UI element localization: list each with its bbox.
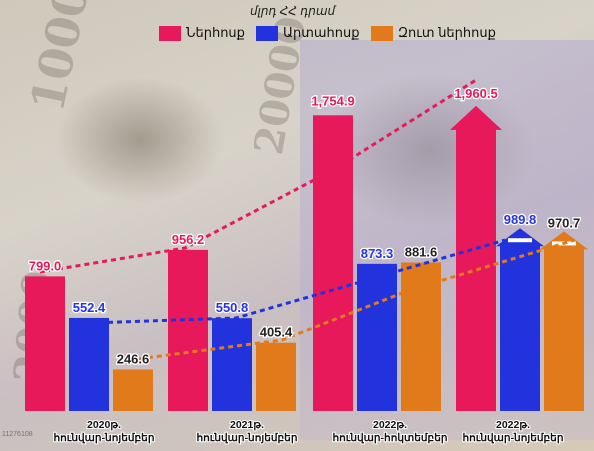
data-label-inflow: 1,754.9: [311, 93, 354, 108]
trend-line-outflow: [89, 238, 506, 325]
data-label-inflow: 799.0: [29, 258, 62, 273]
x-tick-label: 2020թ.: [87, 419, 121, 431]
watermark-id: 11276108: [2, 431, 33, 438]
bar-outflow: [212, 318, 252, 411]
bar-arrow-stripe-outflow: [508, 238, 532, 243]
x-tick-label: հունվար-նոյեմբեր: [197, 431, 298, 444]
legend-swatch-net-inflow: [371, 25, 393, 41]
data-label-outflow: 552.4: [73, 300, 106, 315]
x-tick-label: հունվար-հոկտեմբեր: [332, 431, 447, 444]
data-label-net-inflow: 970.7: [548, 215, 581, 230]
bar-arrow-outflow: [496, 228, 544, 247]
bar-outflow: [69, 317, 109, 411]
x-tick-label: հունվար-նոյեմբեր: [463, 431, 564, 444]
bar-net-inflow: [544, 247, 584, 411]
data-label-net-inflow: 246.6: [117, 351, 150, 366]
legend-label-outflow: Արտահոսք: [283, 25, 360, 40]
bar-inflow: [168, 249, 208, 411]
bar-outflow: [500, 244, 540, 411]
bar-inflow: [25, 276, 65, 411]
legend-item-net-inflow: Զուտ ներհոսք: [371, 24, 496, 42]
legend-label-net-inflow: Զուտ ներհոսք: [398, 25, 496, 40]
bar-inflow: [456, 127, 496, 412]
data-label-net-inflow: 881.6: [405, 244, 438, 259]
legend-item-inflow: Ներհոսք: [159, 24, 245, 42]
x-tick-label: 2022թ.: [496, 419, 530, 431]
trend-line-net-inflow: [129, 238, 576, 362]
x-tick-label: հունվար-նոյեմբեր: [54, 431, 155, 444]
data-label-net-inflow: 405.4: [260, 325, 293, 340]
data-label-outflow: 873.3: [361, 246, 394, 261]
legend-item-outflow: Արտահոսք: [256, 24, 360, 42]
legend-label-inflow: Ներհոսք: [186, 25, 245, 40]
bar-net-inflow: [401, 262, 441, 411]
data-label-outflow: 550.8: [216, 300, 249, 315]
data-label-inflow: 1,960.5: [454, 86, 497, 101]
bar-arrow-net-inflow: [540, 231, 588, 250]
bar-net-inflow: [256, 342, 296, 411]
bar-outflow: [357, 263, 397, 411]
data-label-inflow: 956.2: [172, 232, 205, 247]
x-tick-label: 2021թ.: [230, 419, 264, 431]
bar-net-inflow: [113, 369, 153, 411]
data-label-outflow: 989.8: [504, 212, 537, 227]
bar-arrow-inflow: [450, 105, 502, 130]
legend-swatch-inflow: [159, 25, 181, 41]
unit-label: մլրդ ՀՀ դրամ: [250, 4, 336, 18]
legend-swatch-outflow: [256, 25, 278, 41]
bar-inflow: [313, 115, 353, 411]
trend-line-inflow: [39, 78, 477, 274]
x-tick-label: 2022թ.: [373, 419, 407, 431]
